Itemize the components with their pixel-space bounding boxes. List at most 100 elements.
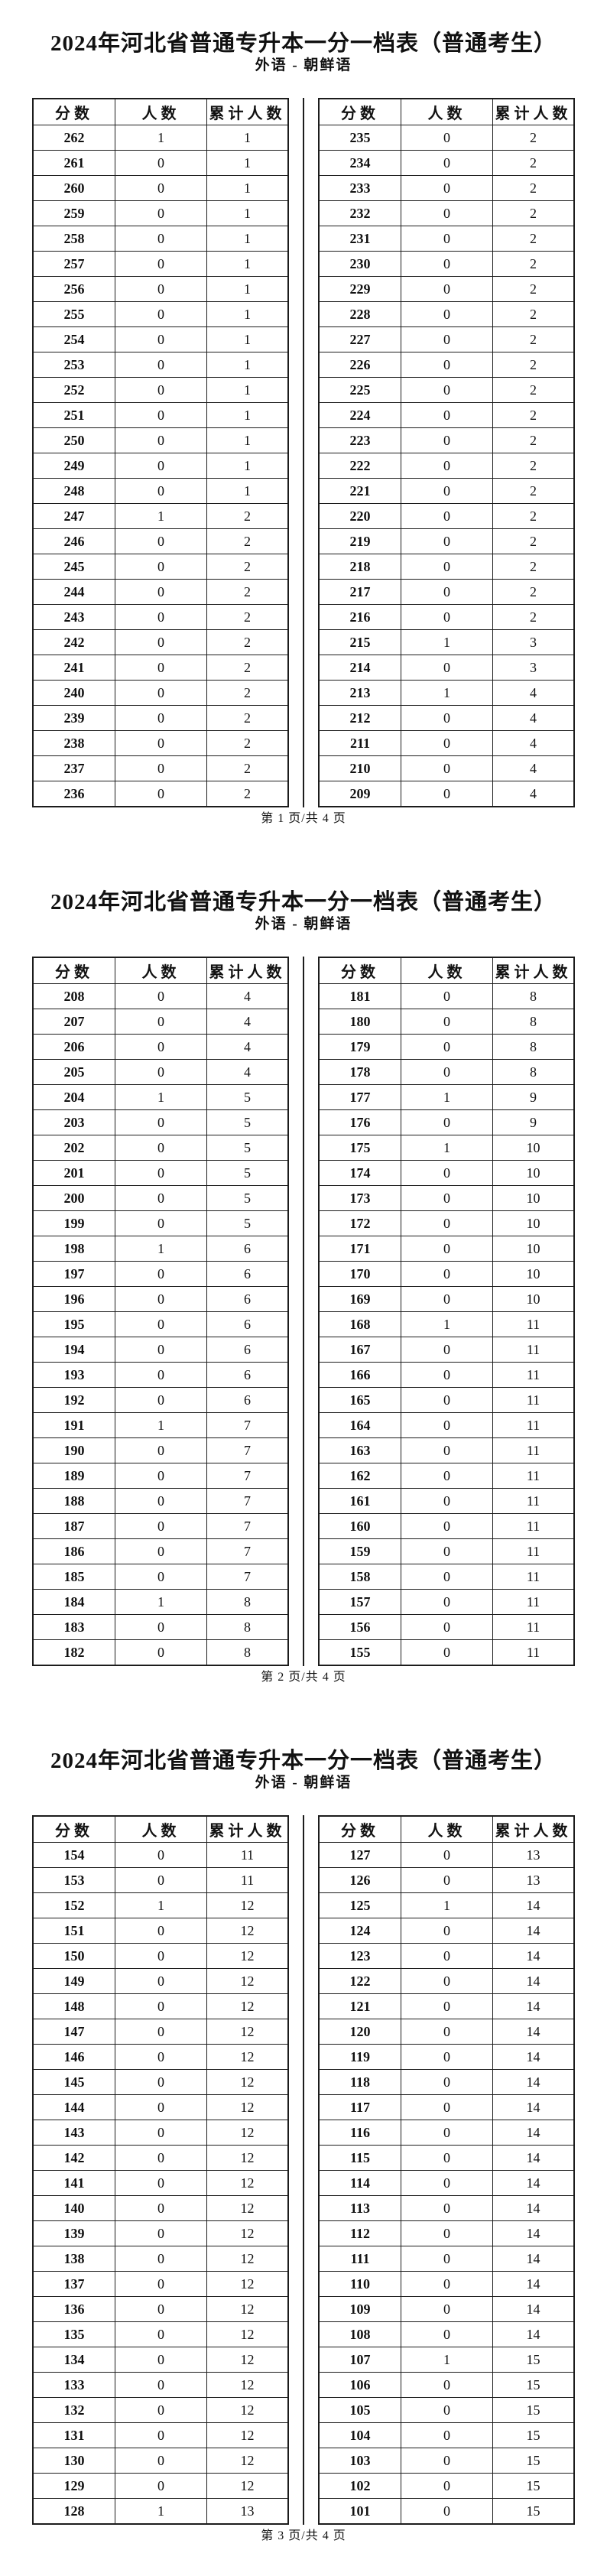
score-cell: 110: [318, 2271, 401, 2297]
cumulative-cell: 4: [206, 1059, 289, 1085]
count-cell: 1: [115, 1084, 207, 1110]
count-cell: 0: [115, 2120, 207, 2146]
cumulative-cell: 1: [206, 352, 289, 378]
cumulative-cell: 4: [492, 705, 575, 731]
score-cell: 191: [32, 1412, 115, 1438]
table-row: 139 0 12: [32, 2220, 289, 2246]
score-cell: 166: [318, 1362, 401, 1388]
table-row: 253 0 1: [32, 352, 289, 378]
score-cell: 256: [32, 276, 115, 302]
table-row: 259 0 1: [32, 200, 289, 226]
column-header: 累计人数: [206, 98, 289, 125]
table-row: 136 0 12: [32, 2296, 289, 2322]
count-cell: 0: [401, 1387, 493, 1413]
cumulative-cell: 12: [206, 1918, 289, 1944]
count-cell: 0: [115, 579, 207, 605]
cumulative-cell: 5: [206, 1084, 289, 1110]
table-row: 153 0 11: [32, 1867, 289, 1893]
score-cell: 223: [318, 427, 401, 453]
cumulative-cell: 5: [206, 1210, 289, 1236]
table-row: 123 0 14: [318, 1943, 575, 1969]
count-cell: 0: [115, 2220, 207, 2246]
count-cell: 0: [401, 377, 493, 403]
score-table-right: 分数 人数 累计人数 235 0 2 234 0 2 233 0 2 232 0 2 231 0 2 230 0 2 22…: [318, 98, 575, 807]
score-cell: 146: [32, 2044, 115, 2070]
score-cell: 252: [32, 377, 115, 403]
score-cell: 248: [32, 478, 115, 504]
cumulative-cell: 11: [492, 1589, 575, 1615]
count-cell: 0: [115, 1160, 207, 1186]
count-cell: 0: [115, 200, 207, 226]
table-row: 197 0 6: [32, 1261, 289, 1287]
cumulative-cell: 10: [492, 1286, 575, 1312]
count-cell: 0: [401, 781, 493, 807]
count-cell: 1: [115, 1412, 207, 1438]
count-cell: 0: [115, 1109, 207, 1135]
count-cell: 0: [401, 1463, 493, 1489]
cumulative-cell: 11: [492, 1387, 575, 1413]
table-row: 177 1 9: [318, 1084, 575, 1110]
score-cell: 129: [32, 2473, 115, 2499]
table-row: 154 0 11: [32, 1842, 289, 1868]
column-header: 累计人数: [492, 1815, 575, 1843]
column-header: 人数: [115, 957, 207, 984]
count-cell: 0: [401, 125, 493, 151]
score-table-left: 分数 人数 累计人数 154 0 11 153 0 11 152 1 12 151 0 12 150 0 12 14…: [32, 1815, 289, 2525]
cumulative-cell: 13: [206, 2498, 289, 2525]
table-row: 233 0 2: [318, 175, 575, 201]
score-cell: 212: [318, 705, 401, 731]
table-row: 108 0 14: [318, 2321, 575, 2347]
cumulative-cell: 6: [206, 1387, 289, 1413]
page-subtitle: 外语 - 朝鲜语: [255, 57, 352, 73]
table-row: 118 0 14: [318, 2069, 575, 2095]
score-cell: 251: [32, 402, 115, 428]
count-cell: 0: [115, 1564, 207, 1590]
cumulative-cell: 2: [206, 629, 289, 655]
score-cell: 187: [32, 1513, 115, 1539]
count-cell: 0: [401, 150, 493, 176]
cumulative-cell: 3: [492, 629, 575, 655]
count-cell: 0: [115, 2473, 207, 2499]
table-row: 160 0 11: [318, 1513, 575, 1539]
count-cell: 0: [115, 1311, 207, 1337]
cumulative-cell: 11: [492, 1337, 575, 1363]
cumulative-cell: 7: [206, 1412, 289, 1438]
score-cell: 101: [318, 2498, 401, 2525]
table-row: 114 0 14: [318, 2170, 575, 2196]
count-cell: 0: [401, 730, 493, 756]
document-page-1: 2024年河北省普通专升本一分一档表（普通考生） 外语 - 朝鲜语 分数 人数 累计…: [0, 0, 607, 859]
table-row: 184 1 8: [32, 1589, 289, 1615]
cumulative-cell: 11: [492, 1564, 575, 1590]
score-cell: 145: [32, 2069, 115, 2095]
score-cell: 153: [32, 1867, 115, 1893]
cumulative-cell: 12: [206, 2422, 289, 2448]
count-cell: 0: [115, 2448, 207, 2474]
score-cell: 168: [318, 1311, 401, 1337]
count-cell: 0: [401, 1286, 493, 1312]
count-cell: 0: [115, 301, 207, 327]
table-row: 165 0 11: [318, 1387, 575, 1413]
count-cell: 0: [115, 1538, 207, 1564]
score-cell: 142: [32, 2145, 115, 2171]
cumulative-cell: 14: [492, 2094, 575, 2120]
count-cell: 0: [401, 2094, 493, 2120]
count-cell: 0: [401, 503, 493, 529]
score-cell: 149: [32, 1968, 115, 1994]
cumulative-cell: 12: [206, 2220, 289, 2246]
column-header: 累计人数: [492, 98, 575, 125]
score-cell: 108: [318, 2321, 401, 2347]
cumulative-cell: 1: [206, 377, 289, 403]
score-cell: 188: [32, 1488, 115, 1514]
cumulative-cell: 1: [206, 478, 289, 504]
count-cell: 0: [401, 655, 493, 681]
table-row: 125 1 14: [318, 1892, 575, 1918]
score-cell: 244: [32, 579, 115, 605]
count-cell: 0: [115, 427, 207, 453]
score-cell: 175: [318, 1135, 401, 1161]
count-cell: 0: [401, 427, 493, 453]
cumulative-cell: 8: [492, 983, 575, 1009]
cumulative-cell: 14: [492, 1943, 575, 1969]
cumulative-cell: 2: [492, 503, 575, 529]
page-subtitle: 外语 - 朝鲜语: [255, 916, 352, 932]
score-cell: 177: [318, 1084, 401, 1110]
